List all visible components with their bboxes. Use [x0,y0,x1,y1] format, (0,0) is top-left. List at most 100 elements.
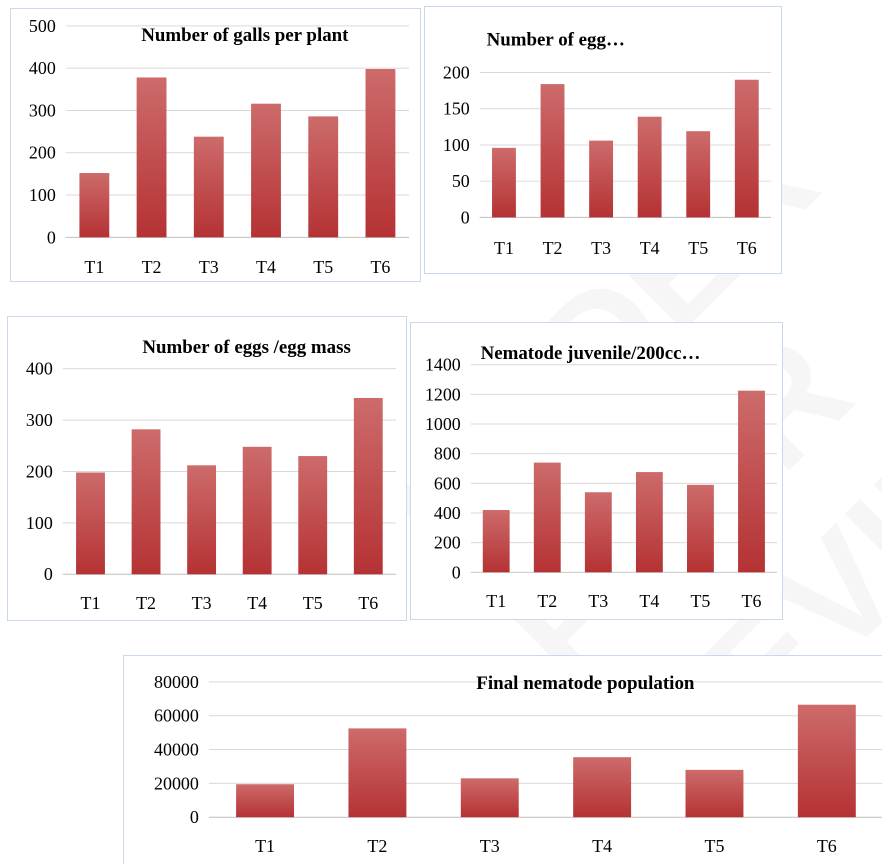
y-tick-label: 200 [26,461,53,481]
x-tick-label: T3 [199,257,219,277]
y-tick-label: 200 [29,143,56,163]
chart-svg: 0 100 200 300 400 T1 T2 T3 T4 T5 T6 Number of eggs … [26,337,397,613]
bar [734,79,759,218]
bar [460,778,519,818]
bar [242,446,272,575]
x-tick-label: T2 [142,257,162,277]
y-tick-label: 0 [452,562,461,582]
chart-eggs-per-egg-mass: 0 100 200 300 400 T1 T2 T3 T4 T5 T6 Number of eggs … [7,316,407,621]
x-tick-label: T6 [817,836,837,856]
x-tick-label: T6 [358,593,378,613]
y-tick-label: 200 [434,533,461,553]
x-tick-label: T5 [313,257,333,277]
y-tick-label: 1000 [425,414,461,434]
y-tick-label: 400 [26,359,53,379]
x-tick-label: T5 [704,836,724,856]
bar [482,510,510,573]
chart-svg: 0 200 400 600 800 1000 1200 1400 T1 T2 T3 T4 T5 T6 Nem… [425,343,778,611]
chart-svg: 0 20000 40000 60000 80000 T1 T2 T3 T4 T5 T6 Final n… [154,672,882,856]
bar [298,456,328,575]
y-tick-label: 1400 [425,355,461,375]
y-tick-label: 20000 [154,773,199,793]
bar [76,472,105,575]
x-tick-label: T4 [639,591,659,611]
x-tick-label: T1 [486,591,506,611]
bar [533,462,561,573]
y-tick-label: 0 [190,807,199,827]
chart-svg: 0 50 100 150 200 T1 T2 T3 T4 T5 T6 Number of egg… [443,30,772,258]
x-tick-label: T1 [81,593,101,613]
x-tick-label: T4 [640,238,660,258]
chart-title: Final nematode population [476,673,695,694]
bar [584,492,612,573]
y-tick-label: 100 [26,513,53,533]
x-tick-label: T2 [543,238,563,258]
bar [687,484,714,573]
y-tick-label: 100 [29,185,56,205]
bar [573,757,632,818]
x-tick-label: T3 [480,836,500,856]
bar [348,728,407,818]
bar [136,77,167,238]
y-tick-label: 400 [29,58,56,78]
y-tick-label: 300 [26,410,53,430]
bar [308,116,339,238]
y-tick-label: 100 [443,135,470,155]
y-tick-label: 60000 [154,706,199,726]
bar [193,136,224,238]
bar [236,784,295,818]
y-tick-label: 80000 [154,672,199,692]
y-tick-label: 0 [461,207,470,227]
x-tick-label: T4 [247,593,267,613]
x-tick-label: T2 [367,836,387,856]
bar [492,147,516,218]
x-tick-label: T5 [303,593,323,613]
x-tick-label: T3 [591,238,611,258]
x-tick-label: T5 [688,238,708,258]
x-tick-label: T4 [256,257,276,277]
chart-title: Number of galls per plant [141,25,349,46]
bar [251,103,281,238]
bar [187,465,217,575]
chart-svg: 0 100 200 300 400 500 T1 T2 T3 T4 T5 T6 Number of ga… [29,16,410,277]
chart-title: Number of egg… [487,30,625,51]
y-tick-label: 150 [443,99,470,119]
bar [738,390,765,573]
bar [637,116,662,218]
y-tick-label: 40000 [154,740,199,760]
chart-final-nematode-population: 0 20000 40000 60000 80000 T1 T2 T3 T4 T5 T6 Final n… [123,655,882,864]
chart-nematode-juvenile: 0 200 400 600 800 1000 1200 1400 T1 T2 T3 T4 T5 T6 Nem… [410,322,783,620]
y-tick-label: 1200 [425,384,461,404]
bar [589,140,614,218]
y-tick-label: 300 [29,100,56,120]
x-tick-label: T3 [588,591,608,611]
bar [685,769,744,818]
x-tick-label: T2 [537,591,557,611]
x-tick-label: T2 [136,593,156,613]
chart-eggs-truncated: 0 50 100 150 200 T1 T2 T3 T4 T5 T6 Number of egg… [424,6,782,274]
y-tick-label: 400 [434,503,461,523]
x-tick-label: T1 [84,257,104,277]
x-tick-label: T6 [371,257,391,277]
y-tick-label: 200 [443,62,470,82]
chart-title: Number of eggs /egg mass [142,337,350,358]
bar [797,704,856,818]
bar [540,84,565,218]
bar [686,131,711,218]
x-tick-label: T5 [691,591,711,611]
bar [365,69,396,238]
x-tick-label: T3 [192,593,212,613]
bar [131,429,161,575]
x-tick-label: T1 [494,238,514,258]
x-tick-label: T6 [742,591,762,611]
y-tick-label: 0 [47,227,56,247]
y-tick-label: 50 [452,171,470,191]
y-tick-label: 0 [44,564,53,584]
bar [635,472,663,573]
bar [79,173,110,238]
y-tick-label: 800 [434,444,461,464]
y-tick-label: 600 [434,473,461,493]
y-tick-label: 500 [29,16,56,36]
x-tick-label: T6 [737,238,757,258]
bar [353,397,383,575]
